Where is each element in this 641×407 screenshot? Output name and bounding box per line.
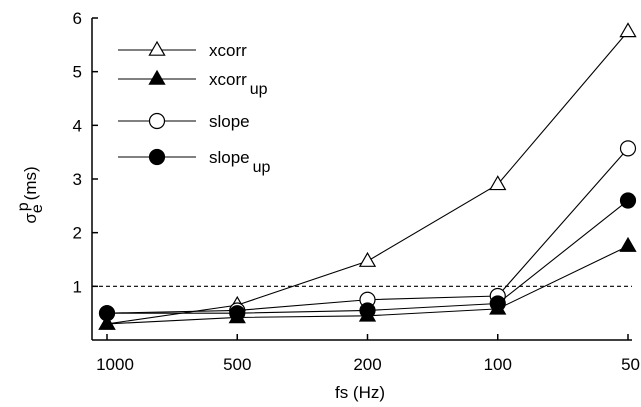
y-tick-label-5: 5 xyxy=(73,63,82,82)
point-slope-up-1000 xyxy=(98,305,116,322)
point-xcorr-50 xyxy=(619,22,637,38)
x-tick-label-500: 500 xyxy=(223,355,251,374)
axes xyxy=(91,17,632,341)
y-axis-title: σep (ms) xyxy=(15,166,46,223)
series-slope-up xyxy=(98,192,637,322)
y-axis-title-subscript: e xyxy=(29,204,46,213)
point-slope-up-50 xyxy=(619,192,637,209)
legend-marker-xcorr-up xyxy=(148,69,166,85)
legend-label-slope: slope xyxy=(209,112,250,131)
series-group xyxy=(98,22,637,330)
y-tick-label-2: 2 xyxy=(73,224,82,243)
legend-item-xcorr: xcorr xyxy=(118,40,247,60)
y-axis-title-sigma: σ xyxy=(21,213,40,224)
point-xcorr-up-1000 xyxy=(98,314,116,330)
point-xcorr-200 xyxy=(358,251,377,267)
tick-labels: 1 2 3 4 5 6 1000 500 200 100 50 xyxy=(73,9,640,374)
y-tick-label-6: 6 xyxy=(73,9,82,28)
legend-marker-slope xyxy=(148,112,166,130)
series-xcorr xyxy=(98,22,637,330)
y-tick-label-3: 3 xyxy=(73,170,82,189)
y-axis-title-superscript: p xyxy=(15,202,32,211)
svg-text:σep(ms): σep (ms) xyxy=(15,166,46,223)
series-line-slope xyxy=(106,148,629,314)
point-xcorr-up-50 xyxy=(619,236,637,252)
legend-label-xcorr: xcorr xyxy=(209,41,247,60)
point-slope-up-200 xyxy=(359,302,376,319)
legend-marker-slope-up xyxy=(148,148,166,166)
legend-label-slope-up: slopeup xyxy=(209,148,271,176)
series-slope xyxy=(98,140,637,322)
legend-item-xcorr-up: xcorrup xyxy=(118,69,268,98)
point-slope-50 xyxy=(619,140,637,157)
x-axis-title: fs (Hz) xyxy=(335,383,385,402)
legend-label-xcorr-up: xcorrup xyxy=(209,70,268,98)
point-slope-up-500 xyxy=(229,305,246,322)
y-tick-label-4: 4 xyxy=(73,116,82,135)
legend-item-slope: slope xyxy=(118,112,250,131)
x-tick-label-1000: 1000 xyxy=(96,355,134,374)
point-slope-up-100 xyxy=(489,295,506,312)
x-tick-label-50: 50 xyxy=(621,355,640,374)
point-xcorr-100 xyxy=(489,175,507,191)
y-axis-title-unit: (ms) xyxy=(21,166,40,200)
y-tick-label-1: 1 xyxy=(73,277,82,296)
series-line-xcorr xyxy=(106,31,629,325)
legend: xcorr xcorrup slope slopeup xyxy=(118,40,271,176)
x-tick-label-100: 100 xyxy=(484,355,512,374)
x-tick-label-200: 200 xyxy=(353,355,381,374)
legend-item-slope-up: slopeup xyxy=(118,148,271,176)
legend-marker-xcorr xyxy=(148,40,166,56)
